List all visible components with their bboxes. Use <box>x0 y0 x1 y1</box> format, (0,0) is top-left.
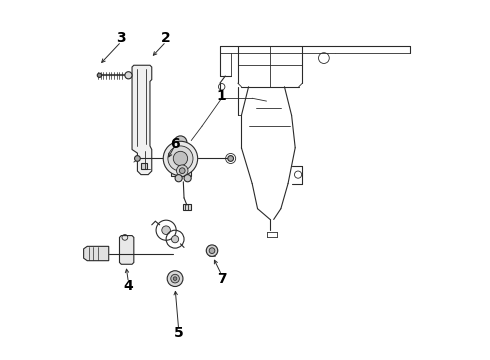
Circle shape <box>162 226 171 234</box>
Circle shape <box>163 141 197 176</box>
Circle shape <box>176 165 188 176</box>
Circle shape <box>184 175 191 182</box>
Circle shape <box>179 168 185 174</box>
Text: 6: 6 <box>170 137 180 151</box>
Circle shape <box>174 136 187 149</box>
Polygon shape <box>141 163 147 169</box>
Circle shape <box>175 175 182 182</box>
Text: 1: 1 <box>217 89 226 103</box>
Circle shape <box>167 271 183 287</box>
Circle shape <box>135 156 140 161</box>
Circle shape <box>168 146 193 171</box>
Circle shape <box>206 245 218 256</box>
Circle shape <box>228 156 234 161</box>
Text: 7: 7 <box>217 271 226 285</box>
Circle shape <box>97 73 101 77</box>
Circle shape <box>173 151 188 166</box>
Polygon shape <box>183 204 191 211</box>
Polygon shape <box>84 246 109 261</box>
Polygon shape <box>132 65 152 175</box>
Circle shape <box>209 248 215 253</box>
Polygon shape <box>172 166 191 176</box>
Polygon shape <box>120 235 134 264</box>
Circle shape <box>171 274 179 283</box>
Text: 2: 2 <box>161 31 171 45</box>
Text: 3: 3 <box>117 31 126 45</box>
Circle shape <box>173 277 177 280</box>
Circle shape <box>172 235 179 243</box>
Text: 5: 5 <box>174 327 184 341</box>
Polygon shape <box>176 139 185 146</box>
Text: 4: 4 <box>123 279 133 293</box>
Circle shape <box>125 72 132 79</box>
